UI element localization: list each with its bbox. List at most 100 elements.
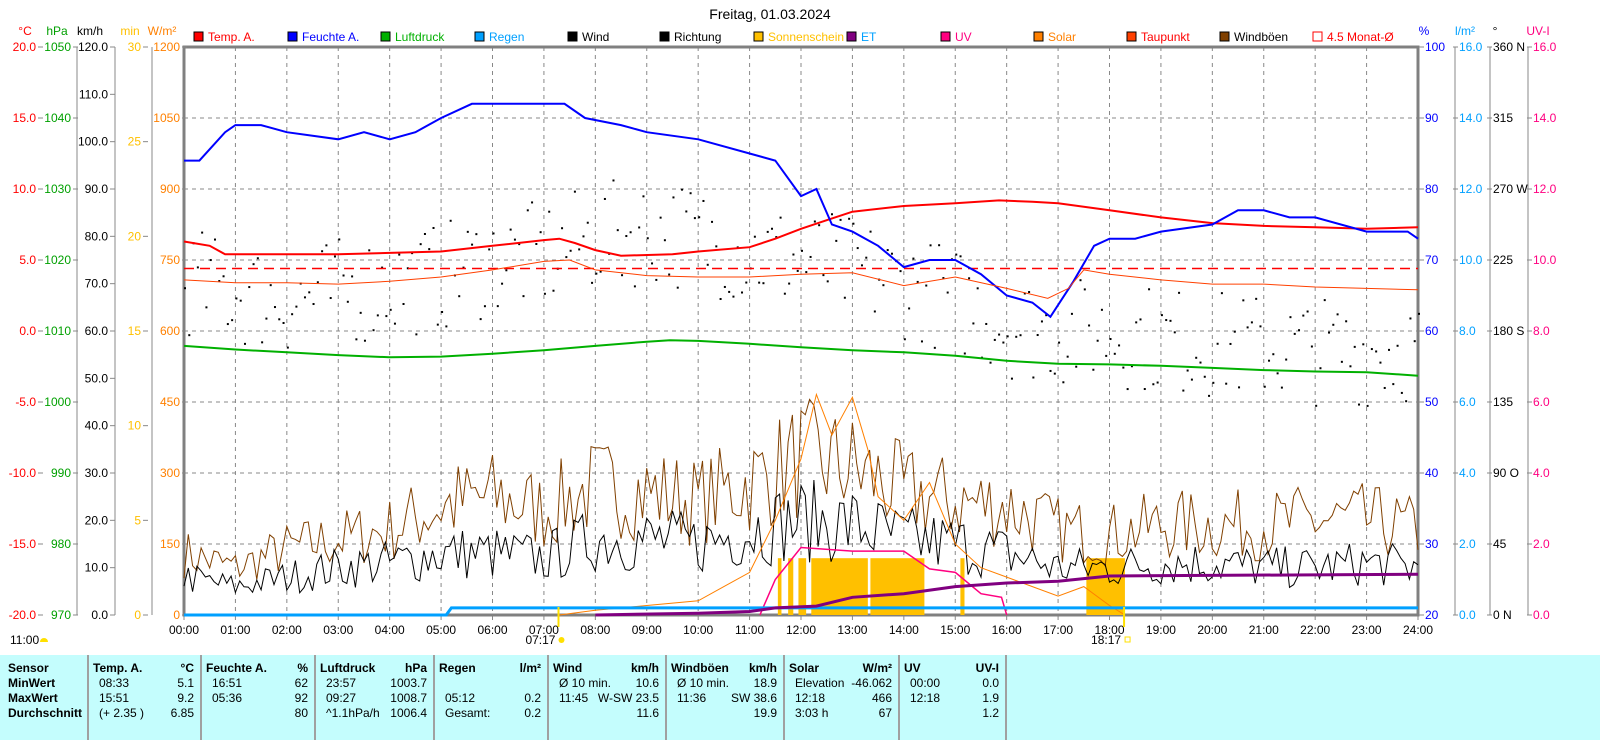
direction-point <box>1306 310 1309 313</box>
direction-point <box>351 275 354 278</box>
direction-point <box>1173 331 1176 334</box>
direction-point <box>1199 361 1202 364</box>
direction-point <box>462 266 465 269</box>
column-separator <box>665 655 667 740</box>
column-separator <box>1005 655 1007 740</box>
stat-value: 1008.7 <box>390 691 427 705</box>
direction-point <box>835 239 838 242</box>
direction-point <box>646 237 649 240</box>
direction-point <box>972 322 975 325</box>
x-tick-label: 07:00 <box>529 623 559 637</box>
humidity-tick-label: 40 <box>1425 466 1439 480</box>
direction-point <box>213 238 216 241</box>
direction-point <box>1010 377 1013 380</box>
direction-point <box>848 217 851 220</box>
direction-point <box>218 280 221 283</box>
column-separator <box>783 655 785 740</box>
direction-point <box>535 242 538 245</box>
column-separator <box>898 655 900 740</box>
stat-value: 1006.4 <box>390 706 427 720</box>
legend-item: Richtung <box>674 30 721 44</box>
direction-point <box>522 295 525 298</box>
direction-point <box>912 257 915 260</box>
legend-item: ET <box>861 30 877 44</box>
x-tick-label: 15:00 <box>940 623 970 637</box>
direction-point <box>381 266 384 269</box>
x-tick-label: 09:00 <box>632 623 662 637</box>
stat-time: Gesamt: <box>445 706 491 720</box>
direction-point <box>625 235 628 238</box>
direction-point <box>509 228 512 231</box>
direction-point <box>1272 353 1275 356</box>
stat-value: 0.2 <box>524 691 541 705</box>
stat-value: -46.062 <box>851 676 892 690</box>
wind-tick-label: 0.0 <box>91 608 108 622</box>
direction-point <box>698 216 701 219</box>
stat-value: 10.6 <box>635 676 659 690</box>
x-tick-label: 13:00 <box>837 623 867 637</box>
direction-point <box>1160 314 1163 317</box>
humidity-tick-label: 100 <box>1425 40 1445 54</box>
direction-point <box>248 286 251 289</box>
x-tick-label: 08:00 <box>580 623 610 637</box>
humidity-axis-unit: % <box>1419 24 1430 38</box>
regen-line <box>184 606 1418 617</box>
direction-point <box>719 298 722 301</box>
direction-point <box>766 230 769 233</box>
direction-point <box>1036 334 1039 337</box>
direction-point <box>1088 324 1091 327</box>
direction-point <box>1040 320 1043 323</box>
direction-point <box>526 209 529 212</box>
direction-point <box>1156 381 1159 384</box>
direction-point <box>552 289 555 292</box>
direction-point <box>329 297 332 300</box>
wind-tick-label: 30.0 <box>85 466 109 480</box>
direction-point <box>471 243 474 246</box>
pressure-tick-label: 1050 <box>44 40 71 54</box>
stat-time: 05:12 <box>445 691 476 705</box>
direction-point <box>445 325 448 328</box>
legend-swatch <box>940 31 951 42</box>
legend-item: 4.5 Monat-Ø <box>1327 30 1394 44</box>
direction-point <box>269 284 272 287</box>
temp-tick-label: 15.0 <box>13 111 37 125</box>
pressure-tick-label: 970 <box>51 608 71 622</box>
rain-tick-label: 8.0 <box>1459 324 1476 338</box>
direction-point <box>616 229 619 232</box>
direction-point <box>415 333 418 336</box>
sunshine-tick-label: 30 <box>128 40 142 54</box>
stat-value: 1003.7 <box>390 676 427 690</box>
group-unit: W/m² <box>862 661 892 675</box>
uv-tick-label: 10.0 <box>1533 253 1557 267</box>
direction-point <box>1208 394 1211 397</box>
direction-point <box>1130 365 1133 368</box>
direction-point <box>1233 330 1236 333</box>
stat-time: 3:03 h <box>795 706 829 720</box>
direction-point <box>1203 375 1206 378</box>
x-tick-label: 03:00 <box>323 623 353 637</box>
direction-point <box>398 253 401 256</box>
x-tick-label: 10:00 <box>683 623 713 637</box>
direction-point <box>184 287 186 290</box>
legend-item: Luftdruck <box>395 30 445 44</box>
sunset-time: 18:17 <box>1091 633 1121 647</box>
luftdruck-line <box>183 339 1419 377</box>
direction-point <box>676 286 679 289</box>
direction-point <box>278 318 281 321</box>
uv-line <box>759 546 1008 616</box>
direction-point <box>801 249 803 252</box>
x-tick-label: 18:00 <box>1094 623 1124 637</box>
direction-point <box>389 308 392 311</box>
group-title: Wind <box>553 661 583 675</box>
legend-item: Taupunkt <box>1141 30 1190 44</box>
direction-point <box>561 227 564 230</box>
direction-point <box>758 281 761 284</box>
stat-value: 80 <box>294 706 308 720</box>
solar-tick-label: 0 <box>173 608 180 622</box>
stat-time: 11:45 <box>559 691 589 705</box>
direction-point <box>805 271 808 274</box>
stat-time: Ø 10 min. <box>559 676 612 690</box>
stat-time: Elevation <box>795 676 845 690</box>
direction-point <box>518 243 521 246</box>
sunshine-tick-label: 10 <box>128 419 142 433</box>
